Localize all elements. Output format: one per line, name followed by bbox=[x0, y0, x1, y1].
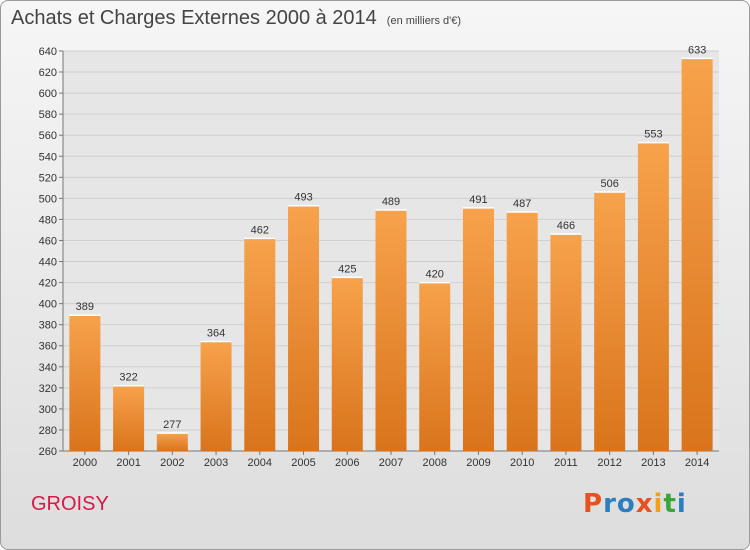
y-tick-label: 640 bbox=[39, 46, 57, 58]
logo-letter: o bbox=[616, 489, 636, 519]
bar-2001 bbox=[113, 385, 145, 451]
y-tick-label: 400 bbox=[39, 299, 57, 311]
y-tick-label: 540 bbox=[39, 151, 57, 163]
value-label-2011: 466 bbox=[557, 220, 575, 232]
value-label-2008: 420 bbox=[426, 269, 444, 281]
x-tick-label-2009: 2009 bbox=[466, 457, 490, 469]
x-tick-label-2005: 2005 bbox=[291, 457, 315, 469]
value-label-2004: 462 bbox=[251, 224, 269, 236]
bar-2011 bbox=[550, 234, 582, 451]
value-label-2003: 364 bbox=[207, 328, 225, 340]
x-tick-label-2011: 2011 bbox=[554, 457, 578, 469]
logo-letter: r bbox=[603, 489, 617, 519]
x-tick-label-2008: 2008 bbox=[422, 457, 446, 469]
x-tick-label-2003: 2003 bbox=[204, 457, 228, 469]
bar-2000 bbox=[69, 315, 101, 451]
value-label-2002: 277 bbox=[163, 419, 181, 431]
chart-title: Achats et Charges Externes 2000 à 2014 bbox=[11, 7, 377, 29]
bar-2008 bbox=[419, 282, 451, 451]
y-tick-label: 600 bbox=[39, 88, 57, 100]
x-tick-label-2014: 2014 bbox=[685, 457, 709, 469]
y-tick-label: 440 bbox=[39, 257, 57, 269]
y-tick-label: 560 bbox=[39, 130, 57, 142]
value-label-2000: 389 bbox=[76, 301, 94, 313]
y-tick-label: 500 bbox=[39, 193, 57, 205]
bar-2004 bbox=[244, 238, 276, 451]
value-label-2012: 506 bbox=[600, 178, 618, 190]
logo-letter: x bbox=[635, 489, 654, 519]
bar-2005 bbox=[288, 205, 320, 451]
commune-name: GROISY bbox=[31, 493, 109, 515]
proxiti-logo: Proxiti bbox=[583, 489, 687, 519]
y-tick-label: 300 bbox=[39, 404, 57, 416]
value-label-2005: 493 bbox=[294, 192, 312, 204]
x-tick-label-2013: 2013 bbox=[641, 457, 665, 469]
bar-2010 bbox=[506, 212, 538, 451]
y-tick-label: 260 bbox=[39, 446, 57, 458]
value-label-2007: 489 bbox=[382, 196, 400, 208]
y-tick-label: 620 bbox=[39, 67, 57, 79]
y-tick-label: 360 bbox=[39, 341, 57, 353]
bar-2009 bbox=[462, 207, 494, 451]
value-label-2001: 322 bbox=[119, 372, 137, 384]
value-label-2006: 425 bbox=[338, 263, 356, 275]
x-tick-label-2001: 2001 bbox=[116, 457, 140, 469]
y-tick-label: 340 bbox=[39, 362, 57, 374]
value-label-2013: 553 bbox=[644, 129, 662, 141]
bar-2006 bbox=[331, 277, 363, 451]
y-tick-label: 280 bbox=[39, 425, 57, 437]
bar-2013 bbox=[637, 142, 669, 451]
y-tick-label: 580 bbox=[39, 109, 57, 121]
x-tick-label-2004: 2004 bbox=[248, 457, 272, 469]
bar-2012 bbox=[594, 192, 626, 452]
value-label-2009: 491 bbox=[469, 194, 487, 206]
y-tick-label: 520 bbox=[39, 172, 57, 184]
x-tick-label-2006: 2006 bbox=[335, 457, 359, 469]
value-label-2014: 633 bbox=[688, 44, 706, 56]
y-tick-label: 480 bbox=[39, 214, 57, 226]
axes: 260 280 300 320 340 360 380 400 420 440 460 480 500 5… bbox=[39, 46, 719, 469]
bar-2002 bbox=[156, 433, 188, 451]
logo-letter: P bbox=[583, 489, 604, 519]
bars bbox=[69, 57, 713, 452]
bar-2007 bbox=[375, 209, 407, 451]
logo-letter: i bbox=[653, 489, 664, 519]
logo-letter: t bbox=[663, 489, 677, 519]
x-tick-label-2007: 2007 bbox=[379, 457, 403, 469]
x-tick-label-2012: 2012 bbox=[597, 457, 621, 469]
y-tick-label: 380 bbox=[39, 320, 57, 332]
value-labels: 389 322 277 364 462 493 425 489 420 491 487 466 506 5… bbox=[76, 44, 707, 431]
y-tick-label: 320 bbox=[39, 383, 57, 395]
y-tick-label: 460 bbox=[39, 235, 57, 247]
y-tick-label: 420 bbox=[39, 278, 57, 290]
bar-2014 bbox=[681, 58, 713, 452]
x-tick-label-2010: 2010 bbox=[510, 457, 534, 469]
logo-letter: i bbox=[676, 489, 687, 519]
bar-2003 bbox=[200, 341, 232, 451]
chart-subtitle: (en milliers d'€) bbox=[386, 15, 462, 27]
value-label-2010: 487 bbox=[513, 198, 531, 210]
x-tick-label-2000: 2000 bbox=[73, 457, 97, 469]
title-row: Achats et Charges Externes 2000 à 2014 (e… bbox=[11, 7, 461, 30]
x-tick-label-2002: 2002 bbox=[160, 457, 184, 469]
